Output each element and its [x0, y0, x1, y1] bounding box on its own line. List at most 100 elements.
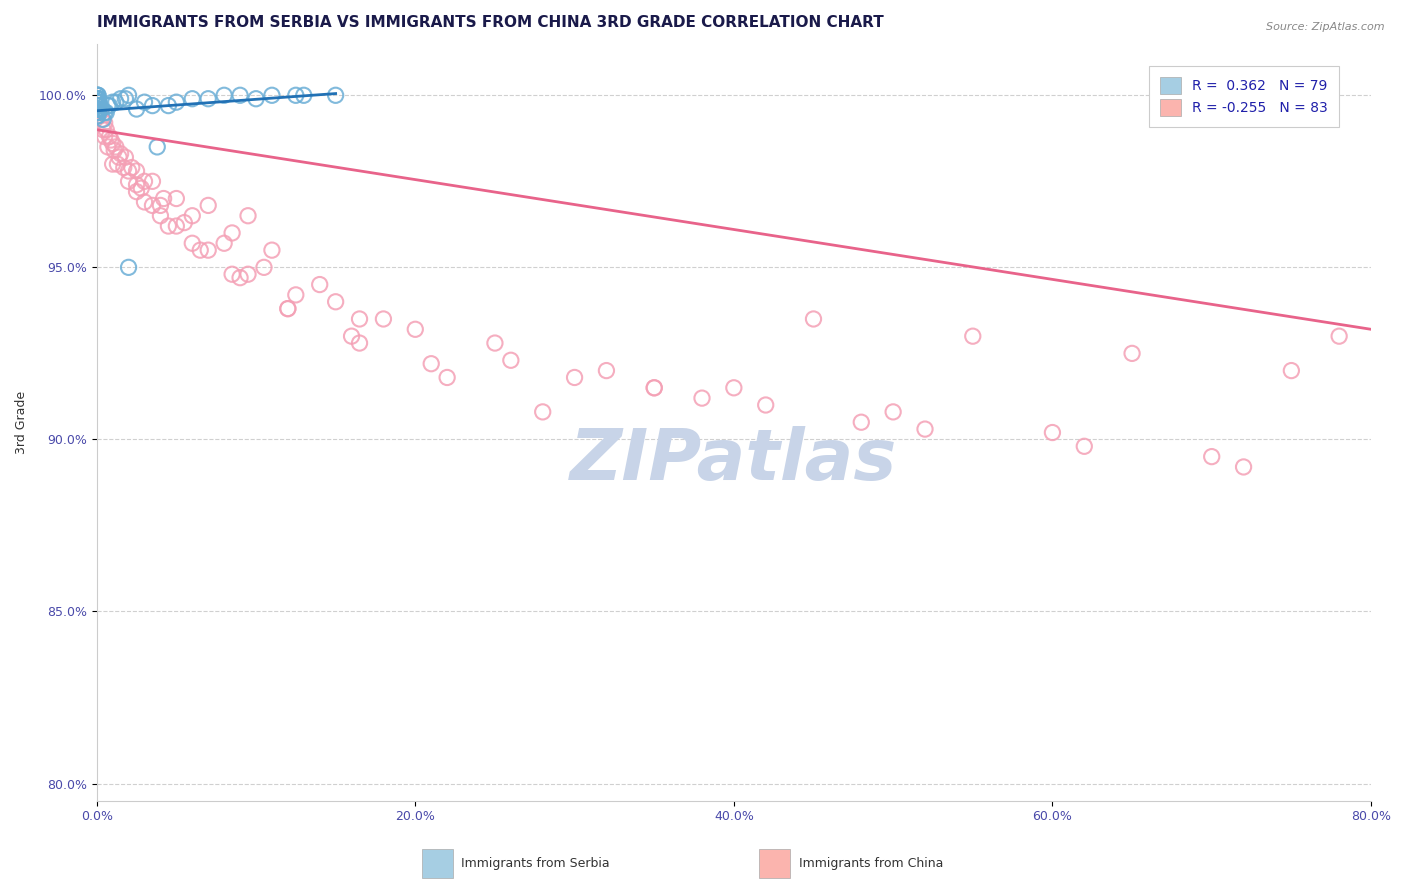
- Point: [1073, 439, 1095, 453]
- Point: [87, 92, 110, 106]
- Text: Immigrants from Serbia: Immigrants from Serbia: [461, 856, 610, 870]
- Point: [101, 136, 124, 151]
- Point: [91, 122, 114, 136]
- Point: [114, 150, 136, 164]
- Point: [181, 209, 204, 223]
- Point: [86, 95, 108, 110]
- Point: [420, 357, 443, 371]
- Point: [149, 198, 172, 212]
- Point: [89, 105, 111, 120]
- Point: [86, 102, 108, 116]
- Point: [87, 109, 110, 123]
- Point: [152, 192, 174, 206]
- Point: [245, 92, 267, 106]
- Point: [117, 164, 139, 178]
- Point: [349, 336, 371, 351]
- Point: [91, 112, 114, 127]
- Point: [325, 294, 347, 309]
- Point: [260, 243, 283, 257]
- Point: [86, 95, 108, 110]
- Point: [97, 98, 120, 112]
- Point: [87, 92, 110, 106]
- Point: [165, 192, 187, 206]
- Point: [87, 98, 110, 112]
- Point: [87, 98, 110, 112]
- Point: [87, 92, 110, 106]
- Legend: R =  0.362   N = 79, R = -0.255   N = 83: R = 0.362 N = 79, R = -0.255 N = 83: [1149, 66, 1339, 128]
- Point: [86, 95, 108, 110]
- Text: Immigrants from China: Immigrants from China: [799, 856, 943, 870]
- Point: [86, 105, 108, 120]
- Point: [86, 92, 108, 106]
- Point: [93, 116, 115, 130]
- Point: [188, 243, 211, 257]
- Point: [173, 216, 195, 230]
- Point: [284, 88, 307, 103]
- Point: [1201, 450, 1223, 464]
- Point: [86, 92, 108, 106]
- Point: [1042, 425, 1064, 440]
- Point: [564, 370, 586, 384]
- Point: [404, 322, 426, 336]
- Point: [149, 209, 172, 223]
- Point: [97, 140, 120, 154]
- Point: [86, 102, 108, 116]
- Y-axis label: 3rd Grade: 3rd Grade: [15, 391, 28, 454]
- Point: [121, 161, 143, 175]
- Point: [87, 95, 110, 110]
- Point: [134, 95, 156, 110]
- Point: [86, 92, 108, 106]
- Point: [101, 157, 124, 171]
- Point: [141, 174, 163, 188]
- Point: [284, 288, 307, 302]
- Point: [643, 381, 665, 395]
- Point: [103, 144, 125, 158]
- Point: [110, 92, 132, 106]
- Point: [86, 105, 108, 120]
- Point: [236, 209, 259, 223]
- Point: [181, 236, 204, 251]
- Point: [308, 277, 330, 292]
- Point: [104, 95, 127, 110]
- Point: [131, 181, 153, 195]
- Point: [803, 312, 825, 326]
- Point: [117, 260, 139, 275]
- Point: [125, 102, 148, 116]
- Point: [325, 88, 347, 103]
- Point: [104, 140, 127, 154]
- Point: [141, 198, 163, 212]
- Point: [86, 102, 108, 116]
- Point: [86, 88, 108, 103]
- Point: [110, 146, 132, 161]
- Point: [86, 98, 108, 112]
- Point: [1327, 329, 1350, 343]
- Point: [157, 98, 180, 112]
- Point: [87, 98, 110, 112]
- Point: [86, 98, 108, 112]
- Text: IMMIGRANTS FROM SERBIA VS IMMIGRANTS FROM CHINA 3RD GRADE CORRELATION CHART: IMMIGRANTS FROM SERBIA VS IMMIGRANTS FRO…: [97, 15, 883, 30]
- Point: [236, 267, 259, 281]
- Point: [1232, 459, 1254, 474]
- Point: [157, 219, 180, 233]
- Point: [86, 109, 108, 123]
- Point: [292, 88, 315, 103]
- Point: [87, 105, 110, 120]
- Point: [221, 267, 243, 281]
- Point: [86, 92, 108, 106]
- Point: [114, 92, 136, 106]
- Point: [87, 105, 110, 120]
- Point: [643, 381, 665, 395]
- Point: [229, 270, 252, 285]
- Point: [100, 133, 122, 147]
- Point: [90, 102, 112, 116]
- Point: [96, 122, 118, 136]
- Point: [87, 95, 110, 110]
- Point: [112, 161, 135, 175]
- Point: [86, 105, 108, 120]
- Point: [89, 98, 111, 112]
- Point: [197, 198, 219, 212]
- Point: [87, 88, 110, 103]
- Point: [690, 391, 713, 405]
- Point: [436, 370, 458, 384]
- Point: [87, 98, 110, 112]
